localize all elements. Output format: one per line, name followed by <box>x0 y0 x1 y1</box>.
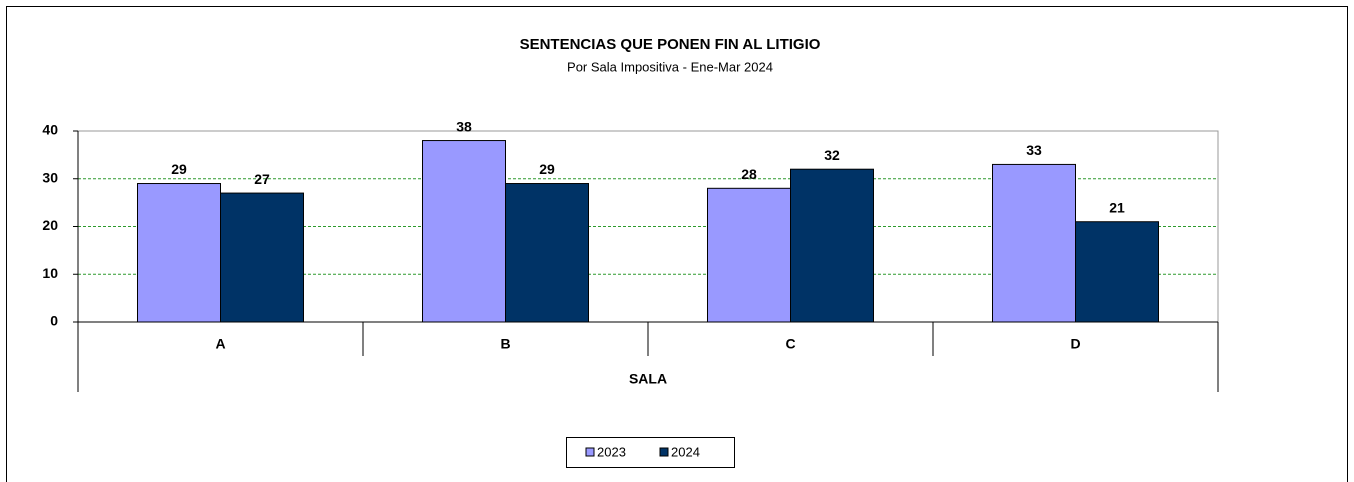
y-tick-label: 0 <box>50 313 58 329</box>
bar <box>1075 221 1159 323</box>
x-axis-title: SALA <box>629 371 667 387</box>
legend-label: 2024 <box>671 444 700 459</box>
value-label: 21 <box>1109 199 1125 215</box>
value-label: 27 <box>254 171 270 187</box>
x-tick-label: C <box>785 336 795 352</box>
bar <box>422 140 506 323</box>
legend-swatch <box>659 447 669 457</box>
legend-label: 2023 <box>597 444 626 459</box>
bar <box>707 187 791 323</box>
value-label: 28 <box>741 166 757 182</box>
bar <box>790 168 874 323</box>
chart-subtitle: Por Sala Impositiva - Ene-Mar 2024 <box>567 59 773 74</box>
bar <box>505 183 589 323</box>
y-tick-label: 10 <box>42 265 58 281</box>
legend-swatch <box>585 447 595 457</box>
value-label: 38 <box>456 118 472 134</box>
bar <box>220 192 304 323</box>
x-tick-label: A <box>215 336 225 352</box>
bar <box>137 183 221 323</box>
value-label: 29 <box>171 161 187 177</box>
y-tick-label: 30 <box>42 169 58 185</box>
value-label: 33 <box>1026 142 1042 158</box>
y-tick-label: 20 <box>42 217 58 233</box>
value-label: 29 <box>539 161 555 177</box>
chart-title: SENTENCIAS QUE PONEN FIN AL LITIGIO <box>520 36 821 53</box>
y-tick-label: 40 <box>42 122 58 138</box>
x-tick-label: B <box>500 336 510 352</box>
x-tick-label: D <box>1070 336 1080 352</box>
bar <box>992 163 1076 323</box>
value-label: 32 <box>824 147 840 163</box>
